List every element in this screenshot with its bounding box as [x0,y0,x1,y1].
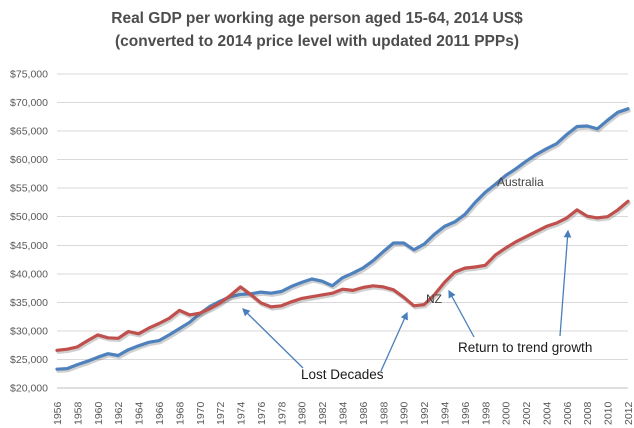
x-axis-tick-label: 1976 [256,401,268,425]
x-axis-tick-label: 2006 [562,401,574,425]
x-axis-tick-label: 1964 [134,401,146,425]
x-axis-tick-label: 1984 [338,401,350,425]
y-axis-tick-label: $70,000 [10,97,48,109]
annotation-arrow [242,308,304,369]
x-axis-tick-label: 1974 [236,401,248,425]
x-axis-tick-label: 1972 [215,401,227,425]
x-axis-tick-label: 1980 [297,401,309,425]
y-axis-tick-label: $20,000 [10,383,48,395]
x-axis-tick-label: 1966 [154,401,166,425]
x-axis-tick-label: 1994 [439,401,451,425]
x-axis-tick-label: 2004 [541,401,553,425]
x-axis-tick-label: 2010 [603,401,615,425]
x-axis-tick-label: 1982 [317,401,329,425]
x-axis-tick-label: 2012 [623,401,634,425]
x-axis-tick-label: 2000 [501,401,513,425]
y-axis-tick-label: $45,000 [10,240,48,252]
series-label-australia: Australia [497,175,544,189]
x-axis-tick-label: 2002 [521,401,533,425]
x-axis-tick-label: 1990 [399,401,411,425]
x-axis-tick-label: 1978 [276,401,288,425]
x-axis-tick-label: 1986 [358,401,370,425]
x-axis-tick-label: 1968 [174,401,186,425]
x-axis-tick-label: 1970 [195,401,207,425]
y-axis-tick-label: $60,000 [10,154,48,166]
y-axis-tick-label: $55,000 [10,183,48,195]
y-axis-tick-label: $50,000 [10,211,48,223]
series-line-shadow-australia [56,109,631,373]
annotation-arrow [380,311,408,372]
series-line-australia [55,107,630,371]
y-axis-tick-label: $25,000 [10,354,48,366]
x-axis-tick-label: 1956 [52,401,64,425]
y-axis-tick-label: $75,000 [10,69,48,81]
series-line-shadow-nz [56,201,631,354]
y-axis-tick-label: $30,000 [10,325,48,337]
chart-title-line1: Real GDP per working age person aged 15-… [111,10,523,27]
annotation-lost-decades: Lost Decades [301,367,384,382]
series-line-nz [55,199,630,352]
x-axis-tick-label: 1958 [72,401,84,425]
annotation-return-to-trend-growth: Return to trend growth [458,340,593,355]
annotation-arrow [448,289,475,338]
chart-title-line2: (converted to 2014 price level with upda… [114,33,519,50]
annotation-arrow [559,229,572,337]
x-axis-tick-label: 1960 [93,401,105,425]
x-axis-tick-label: 1998 [480,401,492,425]
chart-title: Real GDP per working age person aged 15-… [0,7,634,53]
series-label-nz: NZ [426,292,442,306]
y-axis-tick-label: $40,000 [10,268,48,280]
y-axis-tick-label: $35,000 [10,297,48,309]
x-axis-tick-label: 2008 [582,401,594,425]
y-axis-tick-label: $65,000 [10,126,48,138]
x-axis-tick-label: 1988 [378,401,390,425]
x-axis-tick-label: 1962 [113,401,125,425]
x-axis-tick-label: 1992 [419,401,431,425]
x-axis-tick-label: 1996 [460,401,472,425]
